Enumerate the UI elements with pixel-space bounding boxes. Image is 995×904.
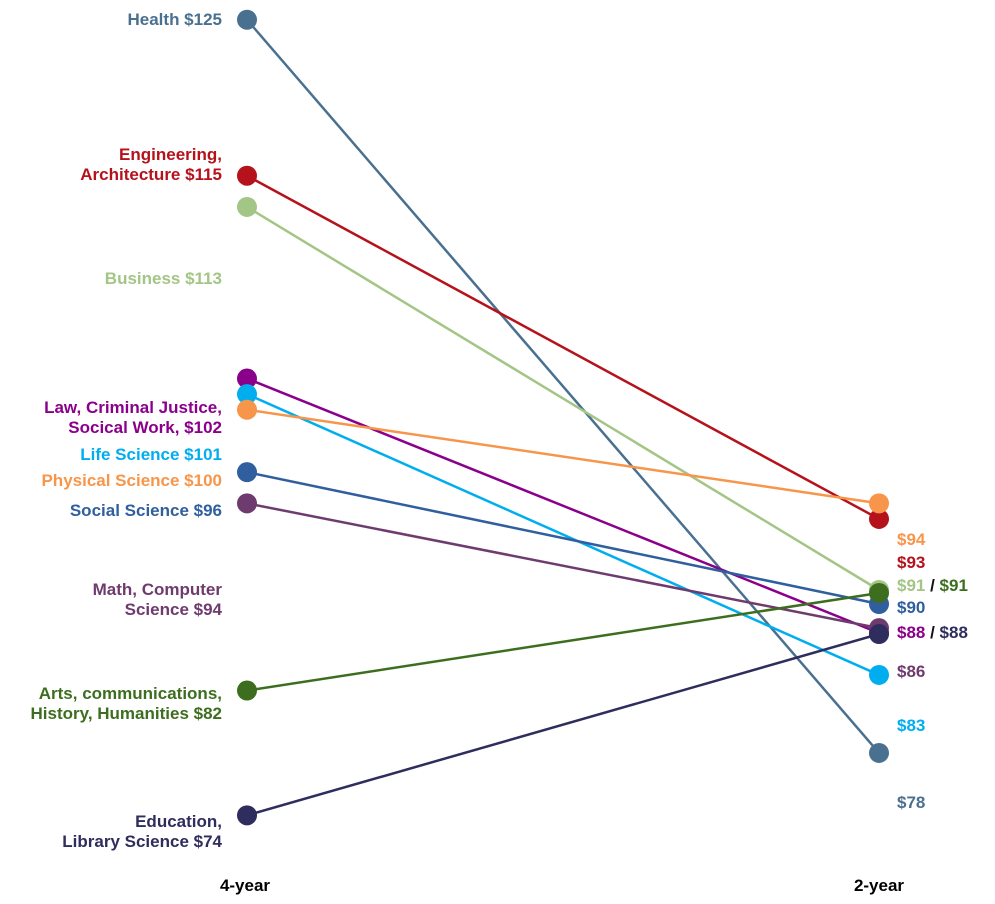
left-label-math-computer-science: Math, Computer Science $94 [93, 580, 223, 619]
dot-4-year-business [237, 196, 257, 217]
dot-2-year-life-science [869, 664, 889, 685]
slope-lines [246, 18, 880, 817]
right-label-education-library-science: $88 [940, 623, 968, 642]
slope-line-business [246, 205, 880, 592]
right-label-arts-communications-history-humanities: $91 [940, 576, 968, 595]
left-label-law-criminal-justice-socical-work: Law, Criminal Justice, Socical Work, $102 [44, 398, 222, 437]
left-label-life-science: Life Science $101 [80, 445, 222, 464]
dot-4-year-math-computer-science [237, 493, 257, 514]
left-label-arts-communications-history-humanities: Arts, communications, History, Humanities… [31, 684, 222, 723]
right-label-business: $91 [897, 576, 925, 595]
dot-4-year-life-science [237, 384, 257, 405]
slope-line-law-criminal-justice-socical-work [246, 377, 880, 635]
left-label-business: Business $113 [105, 269, 222, 288]
right-label-separator: / [925, 623, 939, 642]
slope-line-social-science [246, 470, 880, 606]
right-label-engineering-architecture: $93 [897, 553, 925, 572]
dot-4-year-social-science [237, 462, 257, 483]
slope-line-arts-communications-history-humanities [246, 591, 880, 692]
right-label-math-computer-science: $86 [897, 662, 925, 681]
slope-line-math-computer-science [246, 502, 880, 630]
right-label-separator: / [925, 576, 939, 595]
slope-line-physical-science [246, 408, 880, 505]
dot-2-year-engineering-architecture [869, 508, 889, 529]
axis-labels: 4-year 2-year [220, 876, 904, 895]
slope-line-engineering-architecture [246, 174, 880, 521]
dot-2-year-physical-science [869, 493, 889, 514]
right-label-law-criminal-justice-socical-work: $88 [897, 623, 925, 642]
dot-4-year-health [237, 9, 257, 30]
dot-2-year-arts-communications-history-humanities [869, 583, 889, 603]
x-axis-label-4-year: 4-year [220, 876, 270, 895]
dot-4-year-education-library-science [237, 805, 257, 826]
right-label-pair: $88 / $88 [897, 623, 968, 642]
right-label-physical-science: $94 [897, 530, 926, 549]
slope-line-life-science [246, 392, 880, 677]
right-label-health: $78 [897, 793, 925, 812]
left-labels: Health $125 Engineering, Architecture $115… [31, 10, 223, 851]
dot-2-year-health [869, 742, 889, 763]
x-axis-label-2-year: 2-year [854, 876, 904, 895]
left-label-education-library-science: Education, Library Science $74 [62, 812, 222, 851]
slope-dots [237, 9, 889, 826]
left-label-health: Health $125 [128, 10, 223, 29]
dot-4-year-law-criminal-justice-socical-work [237, 368, 257, 389]
dot-4-year-physical-science [237, 399, 257, 420]
right-label-life-science: $83 [897, 716, 925, 735]
left-label-engineering-architecture: Engineering, Architecture $115 [80, 145, 222, 184]
slope-line-education-library-science [246, 632, 880, 817]
left-label-social-science: Social Science $96 [70, 501, 222, 520]
dot-4-year-engineering-architecture [237, 165, 257, 186]
right-label-pair: $91 / $91 [897, 576, 968, 595]
slope-line-health [246, 18, 880, 754]
left-label-physical-science: Physical Science $100 [41, 471, 222, 490]
dot-4-year-arts-communications-history-humanities [237, 680, 257, 701]
right-labels: $94 $93 $90 $86 $83 $78 $91 / $91 $88 / $88 [897, 530, 968, 812]
right-label-social-science: $90 [897, 598, 925, 617]
dot-2-year-education-library-science [869, 624, 889, 644]
